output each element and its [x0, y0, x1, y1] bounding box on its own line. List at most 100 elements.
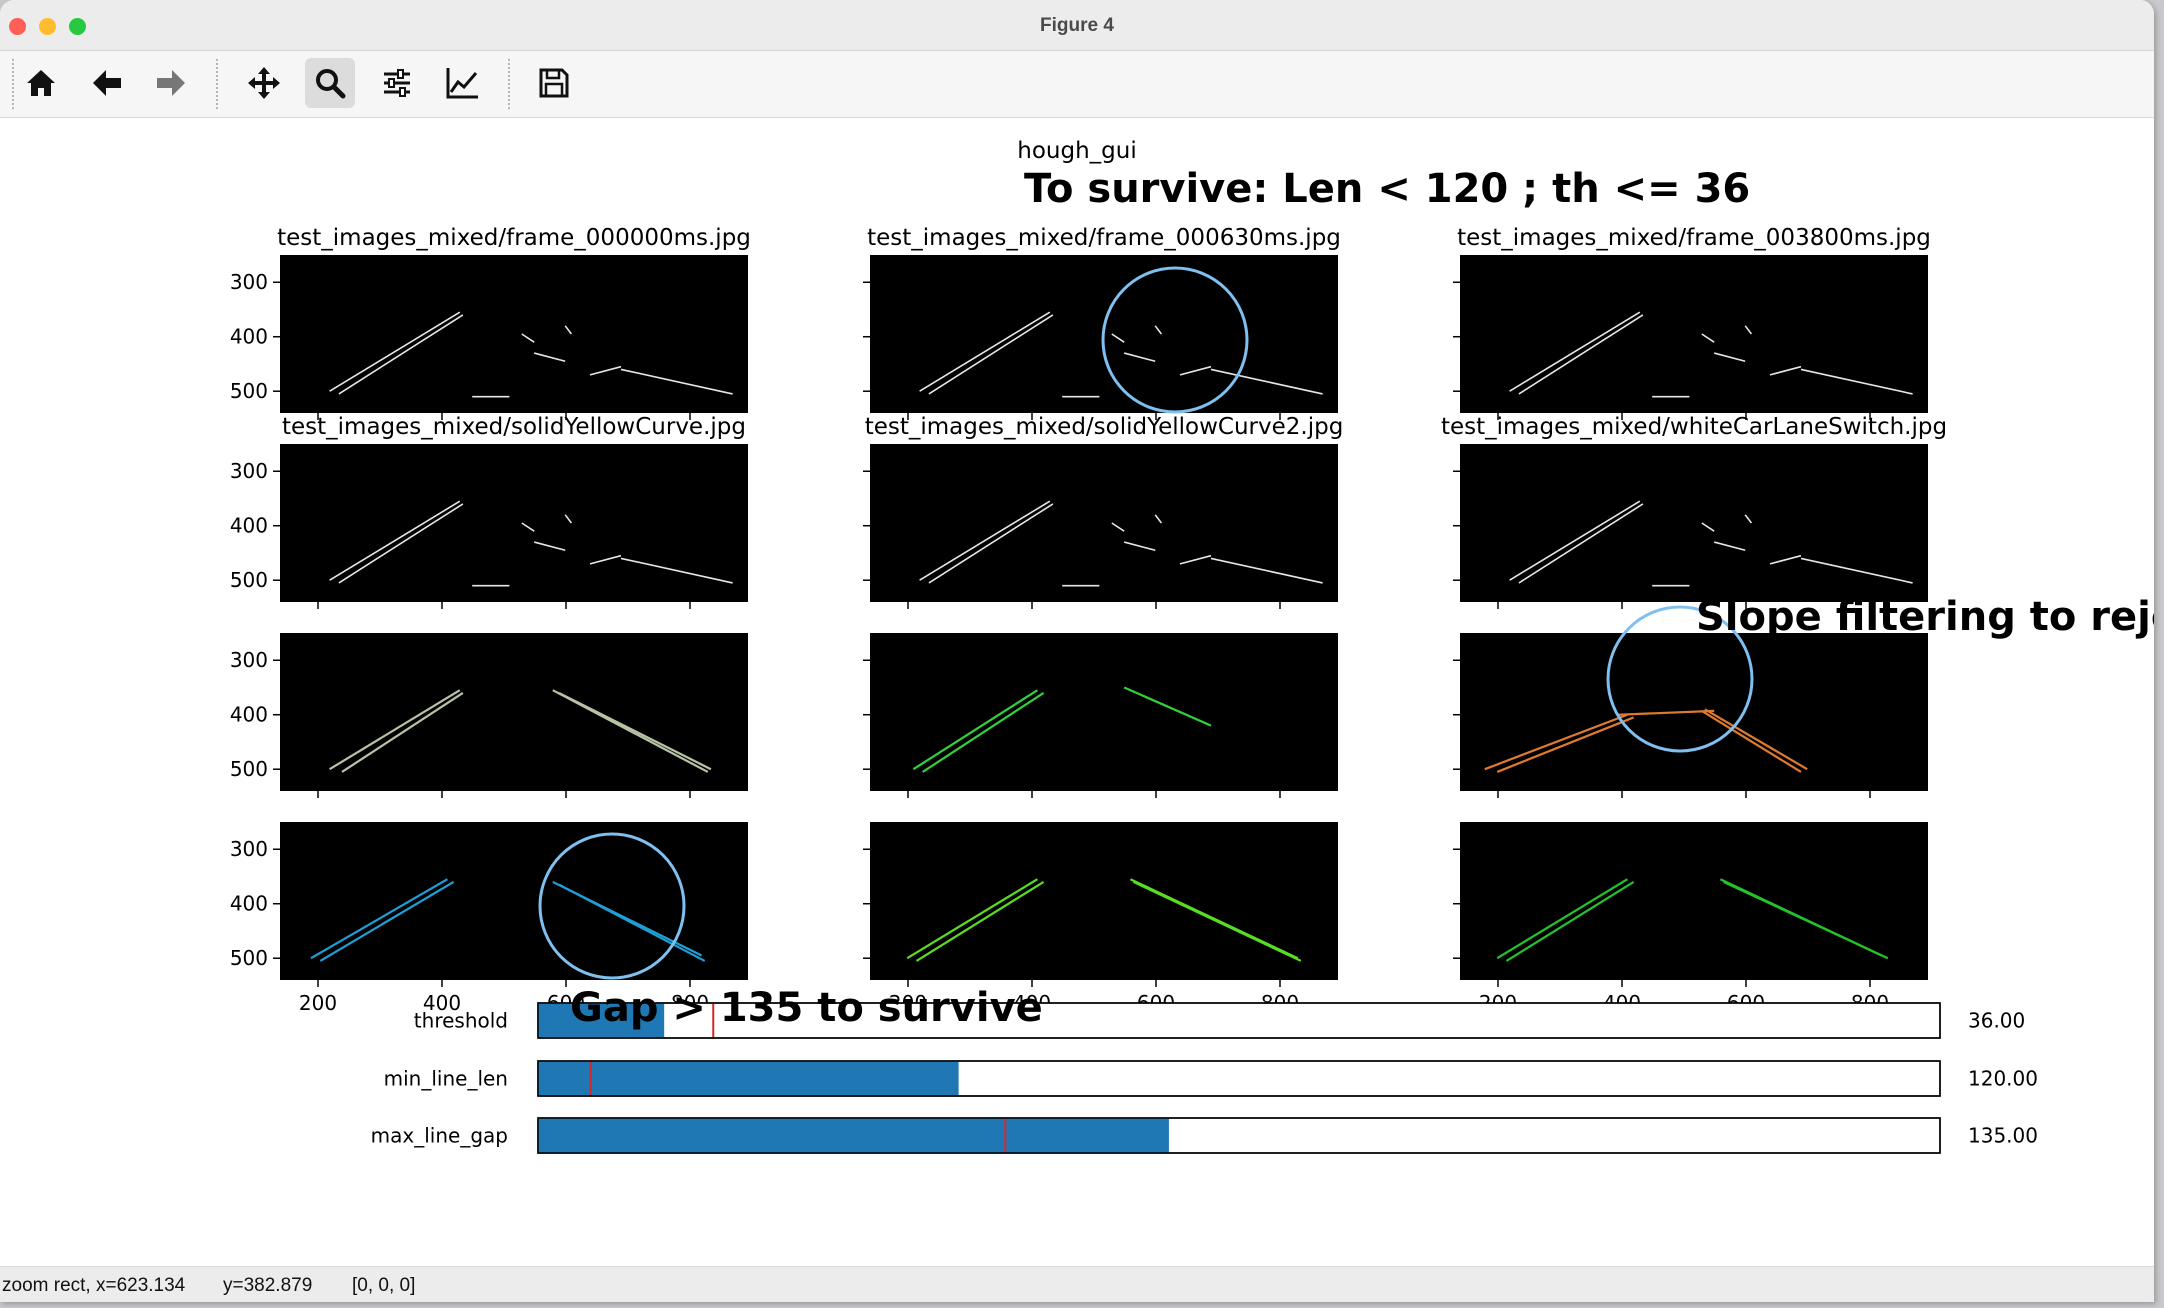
hough-line [1800, 368, 1913, 395]
back-button[interactable] [82, 58, 132, 108]
y-tick-label: 500 [230, 946, 268, 970]
y-tick-label: 400 [230, 892, 268, 916]
window-title: Figure 4 [1040, 15, 1114, 36]
edit-axis-button[interactable] [438, 58, 488, 108]
hough-line [1713, 352, 1746, 363]
hough-line [1701, 333, 1715, 343]
subplot-title: test_images_mixed/frame_000000ms.jpg [277, 225, 751, 251]
subplot-title: test_images_mixed/whiteCarLaneSwitch.jpg [1441, 414, 1947, 440]
hough-line [521, 333, 535, 343]
y-tick-label: 400 [230, 703, 268, 727]
hough-line [558, 691, 712, 771]
hough-line [1154, 325, 1163, 335]
slider-fill-max_line_gap[interactable] [538, 1118, 1169, 1153]
hough-line [1123, 541, 1156, 552]
forward-button[interactable] [146, 58, 196, 108]
status-y: y=382.879 [223, 1275, 313, 1296]
hough-line [922, 692, 1045, 773]
hough-line [1701, 522, 1715, 532]
hough-line [1744, 514, 1753, 524]
hough-line [1509, 500, 1641, 581]
hough-line [329, 500, 461, 581]
highlight-circle [538, 832, 686, 980]
hough-line [338, 314, 464, 395]
hough-line [1509, 311, 1641, 392]
line-chart-icon [446, 68, 478, 99]
slider-value-threshold: 36.00 [1968, 1009, 2025, 1033]
subplot-title: test_images_mixed/frame_003800ms.jpg [1457, 225, 1931, 251]
hough-line [1154, 514, 1163, 524]
figure-svg[interactable]: hough_gui 300 400 500 300 400 500 300 400 500 300 4… [0, 118, 2154, 1265]
hough-line [620, 557, 733, 584]
hough-line [319, 880, 455, 962]
hough-line [341, 692, 464, 773]
hough-line [915, 880, 1045, 962]
subplot-axes [870, 633, 1338, 791]
hough-line [1210, 368, 1323, 395]
hough-line [338, 503, 464, 584]
slider-value-min_line_len: 120.00 [1968, 1067, 2038, 1091]
hough-line [1713, 541, 1746, 552]
subplot-axes [280, 822, 748, 980]
hough-line [1800, 557, 1913, 584]
subplot-axes [280, 633, 748, 791]
y-tick-label: 300 [230, 648, 268, 672]
slider-border [537, 1060, 1941, 1097]
hough-line [533, 541, 566, 552]
hough-line [919, 500, 1051, 581]
figure-canvas[interactable]: hough_gui 300 400 500 300 400 500 300 400 500 300 4… [0, 118, 2154, 1265]
slider-fill-threshold[interactable] [538, 1003, 665, 1038]
hough-line [589, 365, 622, 376]
hough-line [1505, 880, 1635, 962]
status-pixel: [0, 0, 0] [352, 1275, 416, 1296]
subplot-axes [870, 822, 1338, 980]
hough-line [1179, 554, 1212, 565]
hough-line [1111, 522, 1125, 532]
slider-label-min_line_len: min_line_len [384, 1067, 508, 1091]
arrow-right-icon [157, 70, 185, 96]
subplot-title: test_images_mixed/solidYellowCurve2.jpg [865, 414, 1344, 440]
hough-line [912, 689, 1038, 771]
hough-line [1518, 503, 1644, 584]
hough-line [1496, 878, 1628, 960]
annotation-slope: Slope filtering to reject [1696, 594, 2154, 640]
configure-subplots-button[interactable] [372, 58, 422, 108]
close-window-button[interactable] [9, 18, 26, 35]
hough-line [1618, 709, 1715, 716]
subplot-axes [1460, 444, 1928, 602]
figure-suptitle: hough_gui [1017, 138, 1136, 164]
hough-line [1769, 554, 1802, 565]
sliders-icon [384, 69, 410, 97]
hough-line [928, 503, 1054, 584]
status-bar: zoom rect, x=623.134 y=382.879 [0, 0, 0] [0, 1266, 2154, 1302]
subplot-axes [280, 255, 748, 413]
pan-button[interactable] [239, 58, 289, 108]
zoom-window-button[interactable] [69, 18, 86, 35]
save-button[interactable] [529, 58, 579, 108]
hough-line [620, 368, 733, 395]
annotation-survive: To survive: Len < 120 ; th <= 36 [1024, 166, 1750, 212]
hough-line [1129, 878, 1299, 960]
status-mode: zoom rect, x=623.134 [2, 1275, 186, 1296]
slider-border [537, 1117, 1941, 1154]
hough-line [564, 514, 573, 524]
y-tick-label: 300 [230, 837, 268, 861]
hough-line [1133, 880, 1302, 962]
toolbar-separator [508, 59, 510, 109]
hough-line [558, 883, 706, 962]
highlight-circle [1101, 266, 1249, 414]
hough-line [1111, 333, 1125, 343]
slider-fill-min_line_len[interactable] [538, 1061, 959, 1096]
zoom-button[interactable] [305, 58, 355, 108]
navigation-toolbar [0, 51, 2154, 118]
hough-line [928, 314, 1054, 395]
minimize-window-button[interactable] [39, 18, 56, 35]
home-button[interactable] [16, 58, 66, 108]
hough-line [1179, 365, 1212, 376]
toolbar-separator [12, 59, 14, 109]
magnifier-icon [316, 69, 346, 99]
hough-line [1769, 365, 1802, 376]
slider-label-threshold: threshold [414, 1009, 508, 1033]
y-tick-label: 500 [230, 757, 268, 781]
